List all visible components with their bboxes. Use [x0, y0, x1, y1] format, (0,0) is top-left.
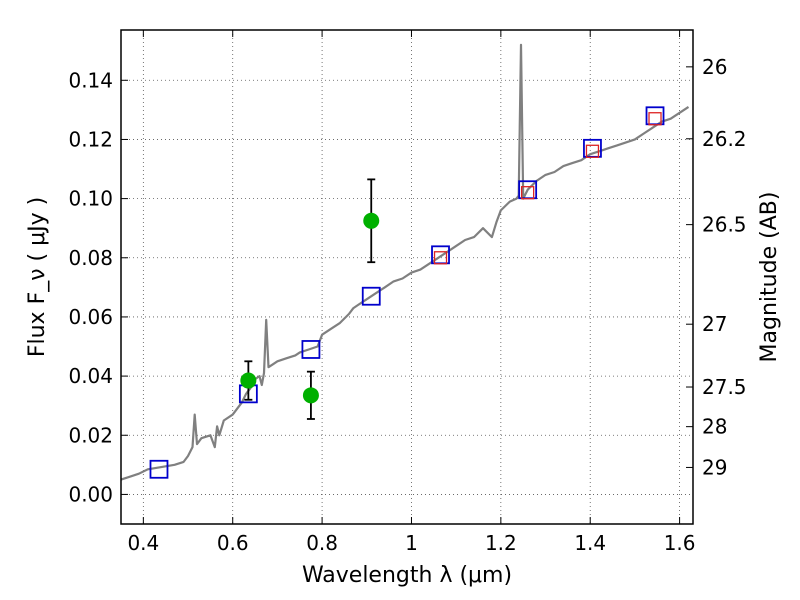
magnitude-tick-label: 26.2: [702, 127, 747, 151]
y-axis-right: 26 26.2 26.5 27 27.5 28 29: [686, 55, 747, 479]
y-axis-left: 0.00 0.02 0.04 0.06 0.08 0.10 0.12 0.14: [68, 68, 128, 506]
x-axis: 0.4 0.6 0.8 1 1.2 1.4 1.6: [127, 30, 696, 555]
observed-point-green: [240, 372, 257, 389]
model-point-blue-square: [361, 286, 381, 306]
magnitude-tick-label: 28: [702, 415, 727, 439]
y-axis-right-label: Magnitude (AB): [757, 192, 782, 363]
y-tick-label: 0.14: [68, 68, 113, 92]
y-tick-label: 0.00: [68, 482, 113, 506]
plot-frame: [120, 29, 694, 525]
magnitude-tick-label: 27.5: [702, 375, 747, 399]
y-tick-label: 0.08: [68, 246, 113, 270]
y-axis-label: Flux F_ν ( μJy ): [25, 197, 50, 357]
model-point-blue-square: [149, 459, 169, 479]
model-point-blue-square: [301, 340, 321, 359]
x-axis-label: Wavelength λ (μm): [302, 563, 512, 588]
x-tick-label: 1: [405, 531, 418, 555]
marker-layer: [149, 106, 665, 479]
magnitude-tick-label: 26: [702, 55, 727, 79]
x-tick-label: 0.4: [127, 531, 159, 555]
observed-point-green: [302, 387, 319, 404]
y-tick-label: 0.12: [68, 127, 113, 151]
x-tick-label: 0.6: [217, 531, 249, 555]
model-point-red-square: [433, 251, 448, 265]
model-point-red-square: [585, 144, 600, 158]
x-tick-label: 0.8: [306, 531, 338, 555]
model-point-red-square: [648, 112, 662, 126]
magnitude-tick-label: 29: [702, 455, 727, 479]
x-tick-label: 1.4: [574, 531, 606, 555]
x-tick-label: 1.2: [485, 531, 517, 555]
magnitude-tick-label: 26.5: [702, 213, 747, 237]
magnitude-tick-label: 27: [702, 312, 727, 336]
x-tick-label: 1.6: [664, 531, 696, 555]
plot-background: [121, 30, 693, 524]
model-point-red-square: [521, 186, 535, 200]
y-tick-label: 0.06: [68, 305, 113, 329]
y-tick-label: 0.04: [68, 364, 113, 388]
observed-point-green: [363, 212, 380, 229]
y-tick-label: 0.02: [68, 423, 113, 447]
y-tick-label: 0.10: [68, 187, 113, 211]
